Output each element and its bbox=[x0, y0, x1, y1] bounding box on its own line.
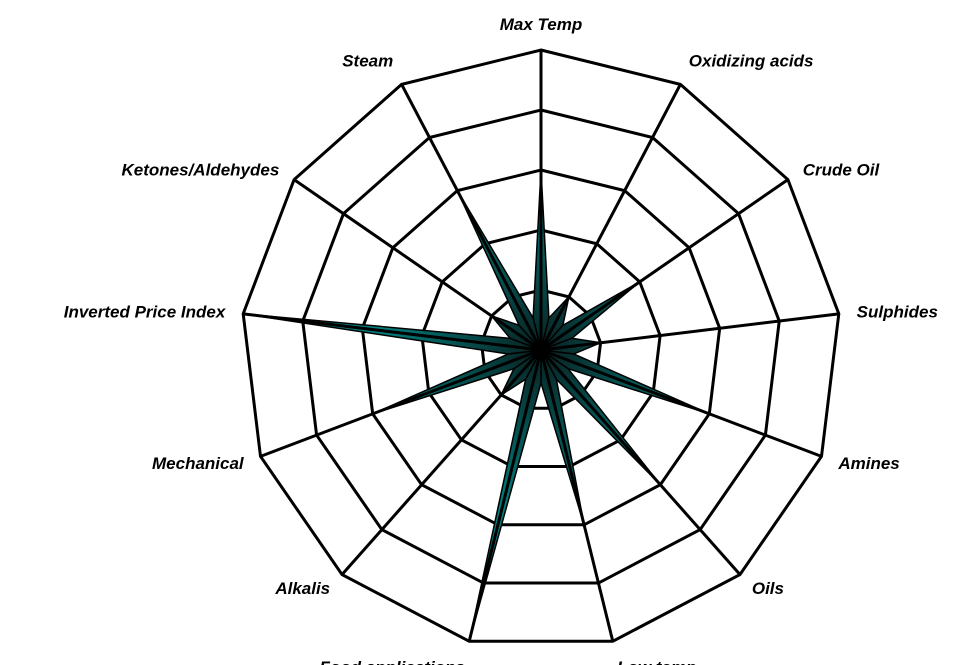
axis-label-food-applications: Food applications bbox=[319, 658, 464, 665]
grid-ring-4 bbox=[301, 108, 781, 585]
axis-label-oils: Oils bbox=[752, 579, 784, 598]
axis-label-mechanical: Mechanical bbox=[152, 454, 245, 473]
grid-ring-3 bbox=[360, 168, 722, 527]
radar-grid bbox=[241, 48, 841, 643]
axis-label-oxidizing-acids: Oxidizing acids bbox=[689, 51, 814, 70]
center-point bbox=[537, 346, 545, 354]
spoke-oils bbox=[539, 349, 742, 576]
axis-label-max-temp: Max Temp bbox=[500, 15, 583, 34]
axis-labels: Max Temp Oxidizing acids Crude Oil Sulphide… bbox=[64, 15, 938, 665]
grid-ring-2 bbox=[420, 228, 662, 469]
axis-label-steam: Steam bbox=[342, 51, 393, 70]
spoke-low-temp bbox=[539, 349, 615, 642]
spoke-mechanical bbox=[259, 348, 542, 458]
radar-spokes bbox=[243, 50, 839, 642]
grid-ring-5 bbox=[241, 48, 841, 643]
spoke-amines bbox=[540, 348, 823, 458]
spoke-sulphides bbox=[540, 312, 839, 352]
axis-label-sulphides: Sulphides bbox=[857, 303, 938, 322]
axis-label-inverted-price-index: Inverted Price Index bbox=[64, 303, 227, 322]
spoke-alkalis bbox=[340, 349, 543, 576]
axis-label-low-temp: Low temp bbox=[617, 658, 696, 665]
axis-label-crude-oil: Crude Oil bbox=[803, 160, 881, 179]
spoke-inverted-price-index bbox=[243, 312, 542, 352]
axis-label-amines: Amines bbox=[837, 454, 899, 473]
spoke-ketones-aldehydes bbox=[293, 178, 542, 352]
axis-label-alkalis: Alkalis bbox=[274, 579, 330, 598]
spoke-oxidizing-acids bbox=[539, 83, 682, 351]
axis-label-ketones-aldehydes: Ketones/Aldehydes bbox=[122, 160, 280, 179]
spoke-steam bbox=[400, 83, 543, 351]
spoke-crude-oil bbox=[540, 178, 789, 352]
spoke-food-applications bbox=[467, 349, 543, 642]
